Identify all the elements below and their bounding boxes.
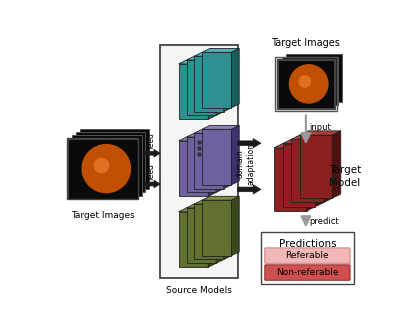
Polygon shape [186, 204, 224, 208]
Polygon shape [202, 200, 231, 256]
Text: feed: feed [147, 163, 156, 180]
Polygon shape [231, 48, 239, 108]
Circle shape [290, 65, 328, 103]
Polygon shape [283, 139, 324, 144]
Polygon shape [194, 200, 231, 204]
Polygon shape [324, 135, 332, 202]
Polygon shape [282, 57, 338, 105]
Polygon shape [179, 208, 216, 212]
Polygon shape [315, 139, 324, 207]
Polygon shape [143, 180, 160, 188]
Polygon shape [179, 60, 216, 64]
Text: domain
adaptation: domain adaptation [235, 143, 255, 185]
Polygon shape [291, 139, 324, 202]
Polygon shape [179, 212, 208, 267]
Polygon shape [231, 126, 239, 185]
Text: Target
Model: Target Model [329, 165, 361, 187]
Polygon shape [208, 208, 216, 267]
Polygon shape [208, 60, 216, 119]
Text: feed: feed [147, 132, 156, 149]
Polygon shape [202, 48, 239, 52]
Polygon shape [300, 135, 332, 198]
Circle shape [94, 158, 109, 173]
Polygon shape [194, 133, 224, 189]
Polygon shape [274, 144, 315, 148]
Polygon shape [224, 52, 231, 112]
Text: input: input [310, 123, 332, 132]
Polygon shape [179, 137, 216, 141]
Polygon shape [72, 135, 142, 196]
Polygon shape [286, 54, 342, 102]
Polygon shape [274, 148, 307, 211]
Polygon shape [186, 60, 216, 115]
Polygon shape [238, 185, 261, 194]
Polygon shape [186, 137, 216, 193]
Polygon shape [202, 196, 239, 200]
Polygon shape [194, 204, 224, 259]
Polygon shape [216, 133, 224, 193]
Polygon shape [143, 149, 160, 157]
FancyBboxPatch shape [160, 45, 238, 278]
Text: Referable: Referable [286, 251, 329, 260]
Polygon shape [68, 139, 138, 198]
Text: Non-referable: Non-referable [276, 268, 339, 277]
Text: Predictions: Predictions [279, 239, 336, 250]
Polygon shape [202, 126, 239, 129]
Circle shape [82, 145, 130, 193]
Polygon shape [179, 141, 208, 196]
FancyBboxPatch shape [265, 248, 350, 263]
Polygon shape [300, 131, 341, 135]
Text: predict: predict [310, 217, 339, 226]
Polygon shape [179, 64, 208, 119]
Polygon shape [68, 139, 138, 198]
Polygon shape [202, 129, 231, 185]
Polygon shape [202, 52, 231, 108]
Polygon shape [332, 131, 341, 198]
Text: Target Images: Target Images [71, 211, 135, 220]
Polygon shape [224, 129, 231, 189]
Polygon shape [283, 144, 315, 207]
FancyBboxPatch shape [265, 265, 350, 280]
Polygon shape [194, 56, 224, 112]
Polygon shape [186, 133, 224, 137]
Polygon shape [231, 196, 239, 256]
Polygon shape [194, 129, 231, 133]
Polygon shape [291, 135, 332, 139]
Polygon shape [216, 204, 224, 263]
Text: Target Images: Target Images [271, 38, 340, 48]
Polygon shape [186, 208, 216, 263]
Polygon shape [216, 56, 224, 115]
Polygon shape [278, 60, 334, 108]
Circle shape [299, 76, 311, 87]
Polygon shape [79, 129, 149, 189]
Polygon shape [76, 132, 146, 193]
Polygon shape [208, 137, 216, 196]
Polygon shape [186, 56, 224, 60]
FancyBboxPatch shape [261, 232, 354, 284]
Polygon shape [224, 200, 231, 259]
Polygon shape [307, 144, 315, 211]
Polygon shape [238, 139, 261, 148]
Polygon shape [194, 52, 231, 56]
Text: Source Models: Source Models [166, 286, 232, 295]
Polygon shape [278, 60, 334, 108]
